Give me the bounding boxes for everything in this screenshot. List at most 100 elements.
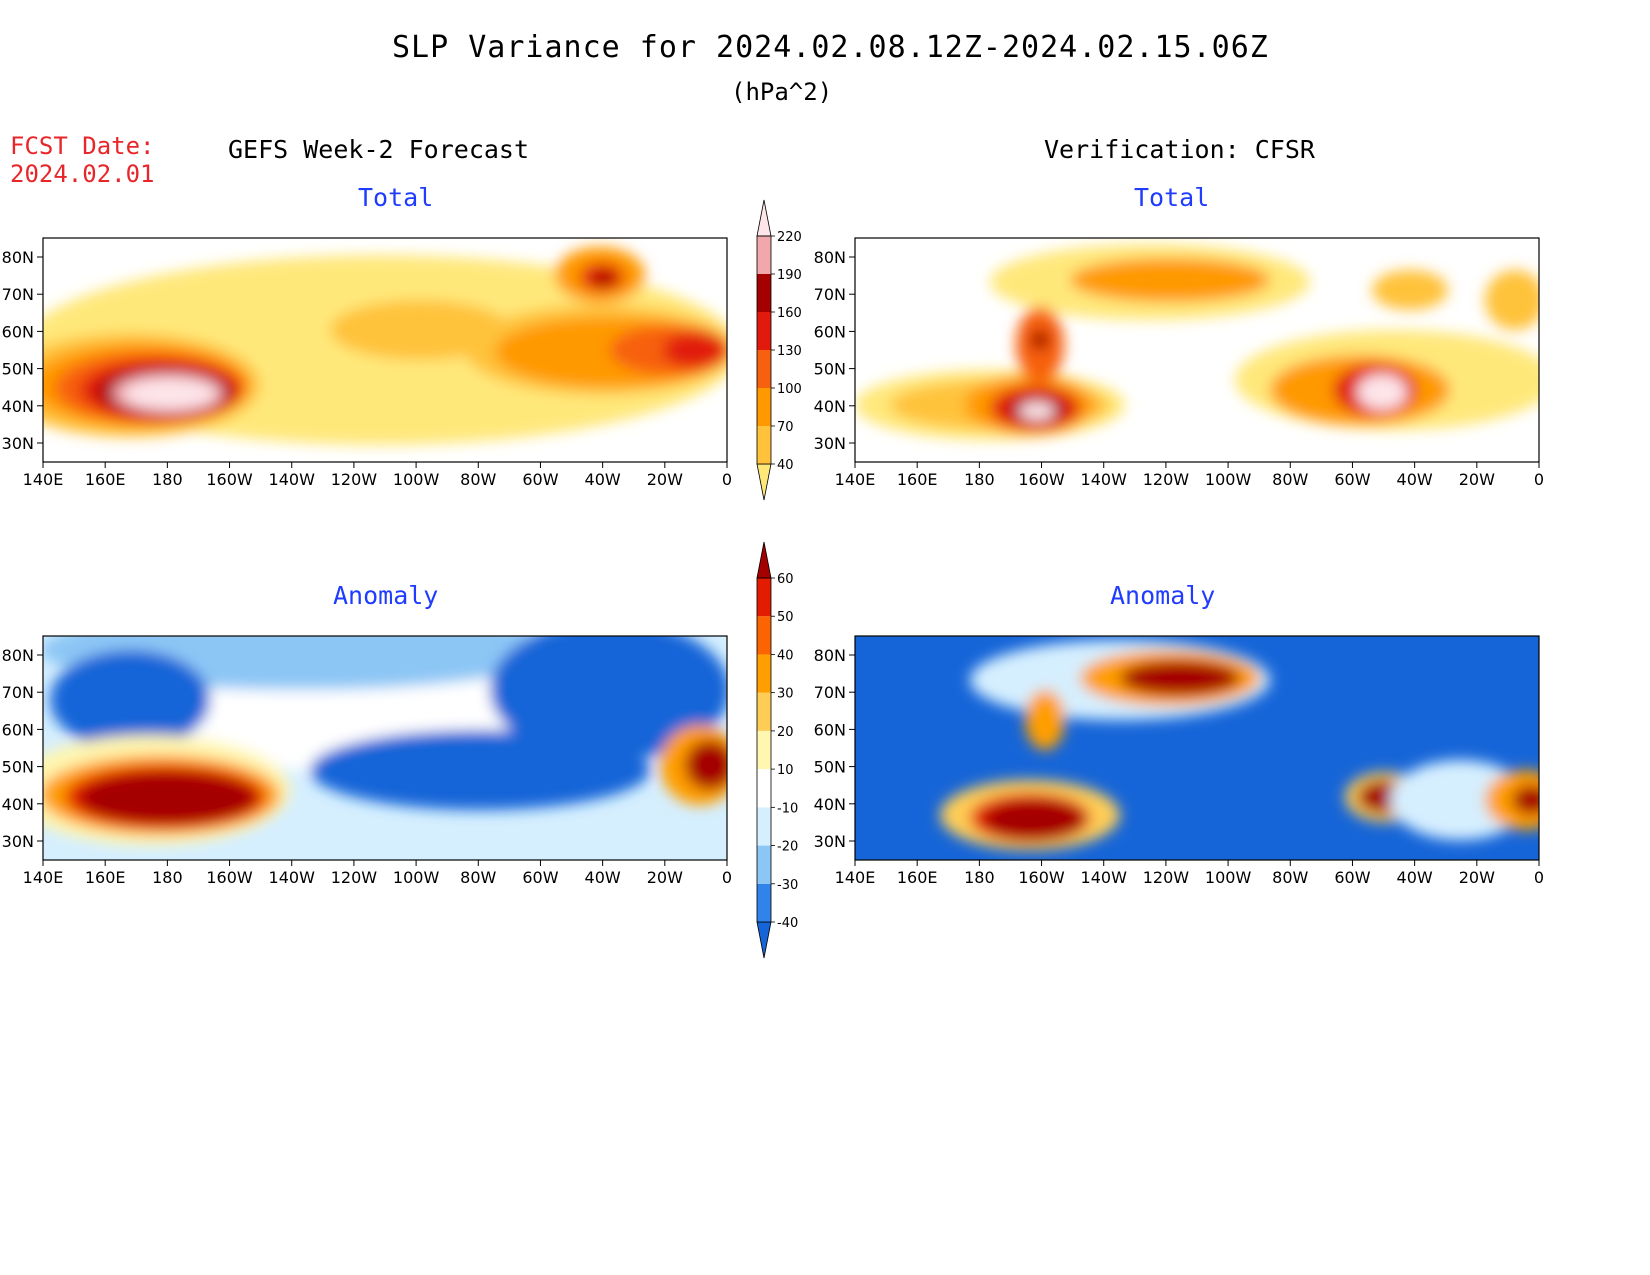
map-axes: 140E 160E 180 160W 140W 120W 100W 80W 60W 40W 20W 0… (2, 248, 1544, 887)
lon-tick-label: 0 (722, 868, 732, 887)
colorbar-segment (756, 541, 772, 579)
lat-tick-label: 70N (2, 285, 34, 304)
lon-tick-label: 20W (647, 868, 683, 887)
colorbar-label: 60 (777, 572, 794, 587)
colorbar-label: 10 (777, 763, 794, 778)
colorbar-segment (757, 312, 771, 350)
lon-tick-label: 120W (1143, 868, 1190, 887)
lon-tick-label: 80W (1272, 868, 1308, 887)
fcst-date-label: FCST Date: (10, 132, 155, 160)
colorbar-label: -10 (777, 801, 798, 816)
lat-tick-label: 50N (814, 360, 846, 379)
colorbar-label: 130 (777, 344, 802, 359)
lat-tick-label: 80N (2, 248, 34, 267)
lat-tick-label: 30N (2, 832, 34, 851)
lat-tick-label: 60N (2, 322, 34, 341)
gefs-total-map (42, 237, 728, 463)
lon-tick-label: 120W (1143, 470, 1190, 489)
colorbar-label: -20 (777, 840, 798, 855)
lon-tick-label: 60W (1334, 868, 1370, 887)
colorbar-label: 100 (777, 382, 802, 397)
cfsr-anomaly-title: Anomaly (1110, 581, 1216, 610)
lon-tick-label: 180 (964, 868, 995, 887)
lat-tick-label: 80N (814, 646, 846, 665)
lon-tick-label: 40W (1397, 470, 1433, 489)
lon-tick-label: 100W (1205, 868, 1252, 887)
colorbar-segment (757, 654, 771, 693)
lon-tick-label: 140W (1081, 868, 1128, 887)
units-label: (hPa^2) (731, 78, 833, 106)
lat-tick-label: 60N (814, 322, 846, 341)
lon-tick-label: 140W (269, 868, 316, 887)
lat-tick-label: 60N (2, 720, 34, 739)
lon-tick-label: 180 (964, 470, 995, 489)
colorbar-segment (757, 236, 771, 274)
lon-tick-label: 100W (393, 868, 440, 887)
colorbar-segment (757, 388, 771, 426)
lat-tick-label: 40N (814, 795, 846, 814)
lat-tick-label: 70N (814, 683, 846, 702)
lon-tick-label: 140W (269, 470, 316, 489)
lat-tick-label: 70N (2, 683, 34, 702)
lon-tick-label: 80W (460, 868, 496, 887)
lon-tick-label: 140E (23, 868, 64, 887)
lat-tick-label: 50N (814, 758, 846, 777)
lat-tick-label: 30N (814, 832, 846, 851)
lat-tick-label: 30N (2, 434, 34, 453)
colorbar-segment (756, 199, 772, 237)
colorbar-segment (757, 274, 771, 312)
colorbar-segment (757, 616, 771, 655)
lon-tick-label: 100W (1205, 470, 1252, 489)
lat-tick-label: 60N (814, 720, 846, 739)
lon-tick-label: 160W (1018, 470, 1065, 489)
colorbar-segment (756, 921, 772, 959)
lat-tick-label: 30N (814, 434, 846, 453)
gefs-header: GEFS Week-2 Forecast (228, 135, 530, 164)
lon-tick-label: 100W (393, 470, 440, 489)
lon-tick-label: 20W (647, 470, 683, 489)
lon-tick-label: 160E (897, 868, 938, 887)
fcst-date-value: 2024.02.01 (10, 160, 155, 188)
lat-tick-label: 50N (2, 360, 34, 379)
colorbar-label: 30 (777, 687, 794, 702)
gefs-anomaly-title: Anomaly (333, 581, 439, 610)
lat-tick-label: 70N (814, 285, 846, 304)
lat-tick-label: 40N (2, 795, 34, 814)
colorbar-segment (757, 730, 771, 770)
lon-tick-label: 60W (1334, 470, 1370, 489)
colorbar-segment (757, 807, 771, 846)
lon-tick-label: 160W (206, 868, 253, 887)
colorbar-label: 40 (777, 648, 794, 663)
lon-tick-label: 80W (1272, 470, 1308, 489)
cfsr-total-map (854, 237, 1540, 463)
colorbar-label: 220 (777, 230, 802, 245)
lon-tick-label: 160W (1018, 868, 1065, 887)
lon-tick-label: 160W (206, 470, 253, 489)
colorbar-label: -30 (777, 878, 798, 893)
lon-tick-label: 120W (331, 470, 378, 489)
colorbars: 40 70 100 130 160 190 220 -40 -30 -20 -10 10 20 30 40 5… (756, 199, 802, 959)
colorbar-segment (756, 463, 772, 501)
lat-tick-label: 40N (2, 397, 34, 416)
lat-tick-label: 40N (814, 397, 846, 416)
lon-tick-label: 60W (522, 868, 558, 887)
colorbar-label: 160 (777, 306, 802, 321)
lon-tick-label: 40W (1397, 868, 1433, 887)
colorbar-label: 40 (777, 458, 794, 473)
cfsr-header: Verification: CFSR (1044, 135, 1315, 164)
lon-tick-label: 20W (1459, 470, 1495, 489)
colorbar-label: 70 (777, 420, 794, 435)
lon-tick-label: 40W (585, 868, 621, 887)
colorbar-segment (757, 769, 771, 808)
colorbar-segment (757, 426, 771, 464)
lon-tick-label: 140E (835, 868, 876, 887)
lon-tick-label: 120W (331, 868, 378, 887)
colorbar-label: -40 (777, 916, 798, 931)
gefs-anomaly-map (42, 635, 728, 861)
lon-tick-label: 140W (1081, 470, 1128, 489)
lon-tick-label: 180 (152, 470, 183, 489)
lat-tick-label: 80N (2, 646, 34, 665)
lat-tick-label: 50N (2, 758, 34, 777)
colorbar-segment (757, 578, 771, 617)
